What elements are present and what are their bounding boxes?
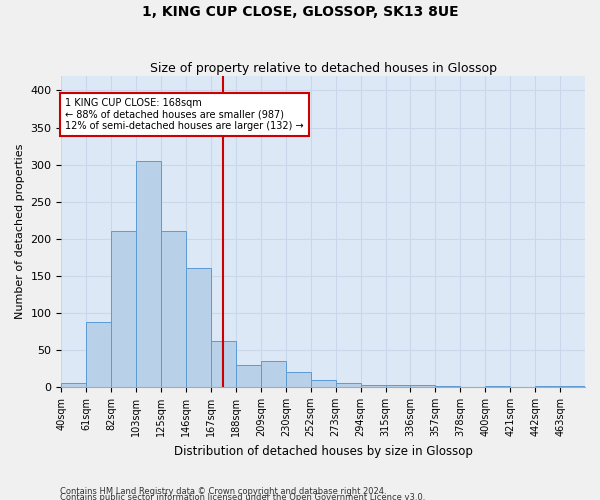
Title: Size of property relative to detached houses in Glossop: Size of property relative to detached ho… xyxy=(150,62,497,74)
Text: 1 KING CUP CLOSE: 168sqm
← 88% of detached houses are smaller (987)
12% of semi-: 1 KING CUP CLOSE: 168sqm ← 88% of detach… xyxy=(65,98,304,131)
Bar xyxy=(111,232,136,387)
Bar xyxy=(560,386,585,387)
Bar xyxy=(61,383,86,387)
Text: Contains HM Land Registry data © Crown copyright and database right 2024.: Contains HM Land Registry data © Crown c… xyxy=(60,486,386,496)
Bar xyxy=(410,386,436,387)
Text: Contains public sector information licensed under the Open Government Licence v3: Contains public sector information licen… xyxy=(60,492,425,500)
Bar xyxy=(136,161,161,387)
Bar xyxy=(236,364,261,387)
Bar xyxy=(186,268,211,387)
Bar xyxy=(485,386,510,387)
X-axis label: Distribution of detached houses by size in Glossop: Distribution of detached houses by size … xyxy=(174,444,473,458)
Bar xyxy=(535,386,560,387)
Bar xyxy=(436,386,460,387)
Bar xyxy=(335,383,361,387)
Text: 1, KING CUP CLOSE, GLOSSOP, SK13 8UE: 1, KING CUP CLOSE, GLOSSOP, SK13 8UE xyxy=(142,5,458,19)
Bar xyxy=(161,232,186,387)
Bar xyxy=(261,361,286,387)
Y-axis label: Number of detached properties: Number of detached properties xyxy=(15,144,25,319)
Bar xyxy=(286,372,311,387)
Bar xyxy=(311,380,335,387)
Bar xyxy=(86,322,111,387)
Bar xyxy=(211,341,236,387)
Bar xyxy=(386,386,410,387)
Bar xyxy=(361,384,386,387)
